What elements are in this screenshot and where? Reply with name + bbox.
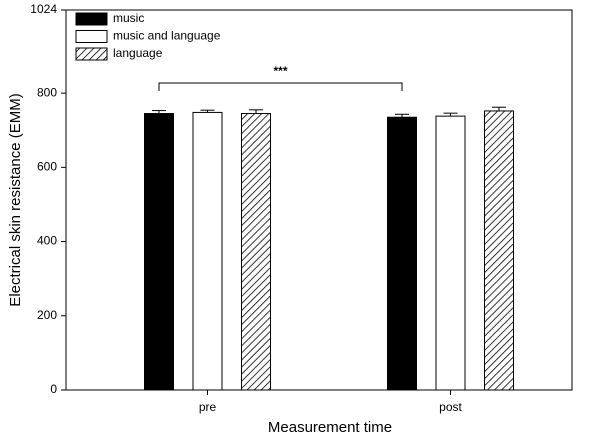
- y-tick-label: 600: [37, 160, 57, 174]
- legend-label: music: [113, 11, 144, 25]
- bar: [387, 116, 417, 391]
- bar: [435, 115, 466, 391]
- y-tick-label: 0: [50, 382, 57, 396]
- y-axis-title: Electrical skin resistance (EMM): [7, 93, 24, 306]
- y-tick-label: 400: [37, 234, 57, 248]
- bar: [144, 113, 174, 391]
- x-tick-label: pre: [199, 400, 217, 414]
- legend-swatch: [75, 47, 108, 61]
- legend-label: language: [113, 46, 163, 60]
- y-tick-label: 1024: [30, 2, 57, 16]
- y-tick-label: 200: [37, 308, 57, 322]
- y-tick-label: 800: [37, 85, 57, 99]
- annotation: ***: [273, 64, 287, 78]
- significance-bracket: [158, 82, 403, 91]
- bar: [484, 110, 514, 391]
- bar: [192, 111, 223, 391]
- plot-frame: [65, 9, 573, 391]
- legend-swatch: [75, 30, 108, 43]
- x-axis-title: Measurement time: [268, 419, 392, 434]
- bar: [241, 113, 271, 391]
- legend-label: music and language: [113, 29, 221, 43]
- x-tick-label: post: [439, 400, 462, 414]
- legend-swatch: [75, 12, 108, 26]
